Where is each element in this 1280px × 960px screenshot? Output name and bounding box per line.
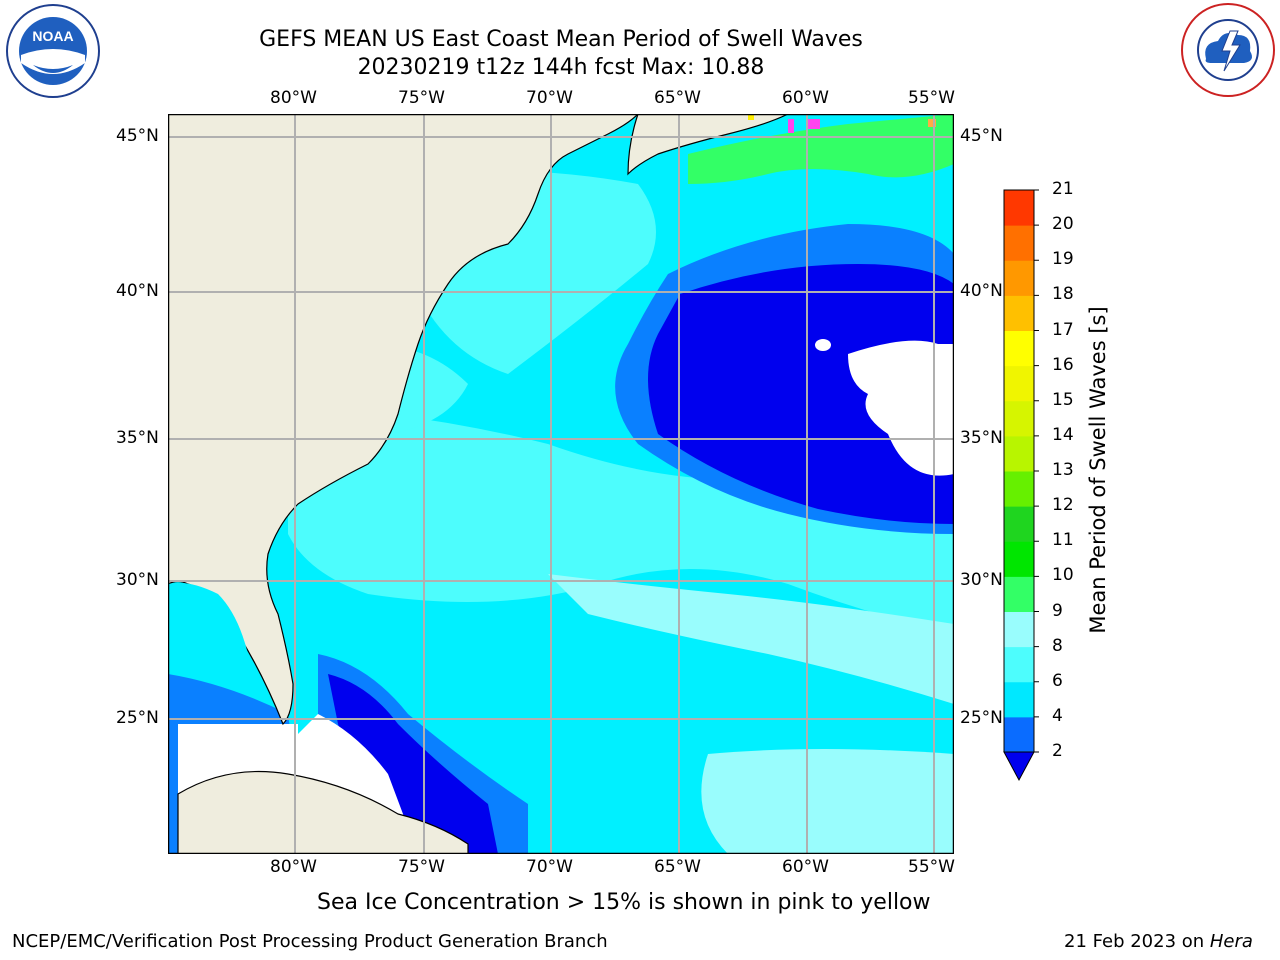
ocean-band-green	[688, 114, 954, 184]
ocean-band-pale-1	[548, 574, 954, 704]
colorbar-tick-label: 16	[1052, 354, 1074, 375]
colorbar-segment	[1004, 541, 1034, 577]
land-cuba	[177, 770, 469, 854]
sea-ice-patch-4	[928, 119, 936, 127]
lon-tick-top-55w: 55°W	[908, 88, 955, 108]
lon-tick-top-60w: 60°W	[782, 88, 829, 108]
colorbar-tick-label: 17	[1052, 319, 1074, 340]
lat-tick-left-35n: 35°N	[116, 428, 159, 448]
ocean-band-pale-2	[701, 749, 954, 854]
land-us-east	[168, 114, 639, 726]
sea-ice-patch-2	[808, 119, 820, 129]
lon-tick-bottom-65w: 65°W	[654, 857, 701, 877]
lat-tick-left-40n: 40°N	[116, 281, 159, 301]
colorbar-tick-label: 8	[1052, 635, 1063, 656]
sea-ice-caption: Sea Ice Concentration > 15% is shown in …	[317, 890, 931, 915]
colorbar-segment	[1004, 646, 1034, 683]
lon-tick-top-80w: 80°W	[270, 88, 317, 108]
lat-tick-left-45n: 45°N	[116, 126, 159, 146]
lon-tick-bottom-55w: 55°W	[908, 857, 955, 877]
colorbar-segment	[1004, 190, 1034, 226]
footer-date-text: 21 Feb 2023 on	[1064, 931, 1210, 952]
colorbar-segment	[1004, 260, 1034, 296]
noaa-logo: NOAA	[3, 3, 103, 99]
colorbar-segment	[1004, 716, 1034, 753]
colorbar-segment	[1004, 471, 1034, 507]
colorbar-segment	[1004, 506, 1034, 542]
colorbar-segment	[1004, 400, 1034, 437]
lon-tick-bottom-75w: 75°W	[398, 857, 445, 877]
colorbar-segment	[1004, 365, 1034, 402]
lat-tick-left-30n: 30°N	[116, 570, 159, 590]
footer-date: 21 Feb 2023 on Hera	[1064, 931, 1253, 952]
noaa-logo-text: NOAA	[32, 28, 73, 44]
colorbar-segment	[1004, 225, 1034, 261]
colorbar-tick-label: 13	[1052, 460, 1074, 480]
lon-tick-bottom-60w: 60°W	[782, 857, 829, 877]
lon-tick-top-75w: 75°W	[398, 88, 445, 108]
colorbar-tick-label: 14	[1052, 424, 1074, 445]
no-data-patch-1	[848, 340, 954, 476]
colorbar-tick-label: 6	[1052, 670, 1063, 691]
lat-tick-right-40n: 40°N	[960, 281, 1003, 301]
colorbar-tick-label: 15	[1052, 389, 1074, 410]
no-data-patch-2	[815, 339, 831, 351]
lat-tick-right-45n: 45°N	[960, 126, 1003, 146]
sea-ice-patch-3	[748, 114, 754, 120]
footer-credit: NCEP/EMC/Verification Post Processing Pr…	[12, 931, 608, 952]
colorbar-tick-label: 12	[1052, 495, 1074, 516]
lat-tick-right-35n: 35°N	[960, 428, 1003, 448]
colorbar-tick-label: 10	[1052, 565, 1074, 586]
colorbar-tick-label: 11	[1052, 530, 1074, 551]
lat-tick-right-25n: 25°N	[960, 708, 1003, 728]
gridlines	[168, 114, 954, 854]
ocean-band-light-1	[288, 404, 954, 634]
map-svg	[168, 114, 954, 854]
colorbar-tick-label: 19	[1052, 249, 1074, 270]
chart-subtitle: 20230219 t12z 144h fcst Max: 10.88	[357, 55, 765, 80]
colorbar-segment	[1004, 435, 1034, 472]
colorbar-tick-label: 21	[1052, 179, 1074, 199]
colorbar-segment	[1004, 295, 1034, 331]
lat-tick-left-25n: 25°N	[116, 708, 159, 728]
sea-ice-patch-1	[788, 119, 794, 133]
colorbar-extend-arrow	[1003, 751, 1035, 782]
colorbar	[1000, 185, 1040, 785]
colorbar-label: Mean Period of Swell Waves [s]	[1086, 306, 1110, 634]
gulf-shelf	[168, 582, 248, 654]
land-new-england	[627, 114, 789, 176]
colorbar-segment	[1004, 611, 1034, 648]
lon-tick-bottom-80w: 80°W	[270, 857, 317, 877]
colorbar-tick-label: 9	[1052, 600, 1063, 621]
chart-title: GEFS MEAN US East Coast Mean Period of S…	[259, 27, 863, 52]
lat-tick-right-30n: 30°N	[960, 570, 1003, 590]
colorbar-tick-label: 18	[1052, 284, 1074, 305]
lon-tick-bottom-70w: 70°W	[526, 857, 573, 877]
colorbar-segment	[1004, 330, 1034, 367]
map-panel	[168, 114, 954, 854]
lon-tick-top-70w: 70°W	[526, 88, 573, 108]
map-frame	[168, 114, 954, 854]
colorbar-tick-label: 20	[1052, 214, 1074, 235]
nws-logo	[1178, 1, 1278, 99]
colorbar-svg	[1003, 189, 1039, 782]
colorbar-tick-label: 4	[1052, 705, 1063, 726]
colorbar-segment	[1004, 576, 1034, 612]
ocean-band-dark	[648, 264, 954, 524]
colorbar-tick-label: 2	[1052, 741, 1063, 761]
lon-tick-top-65w: 65°W	[654, 88, 701, 108]
colorbar-segment	[1004, 681, 1034, 718]
footer-host: Hera	[1209, 931, 1253, 952]
